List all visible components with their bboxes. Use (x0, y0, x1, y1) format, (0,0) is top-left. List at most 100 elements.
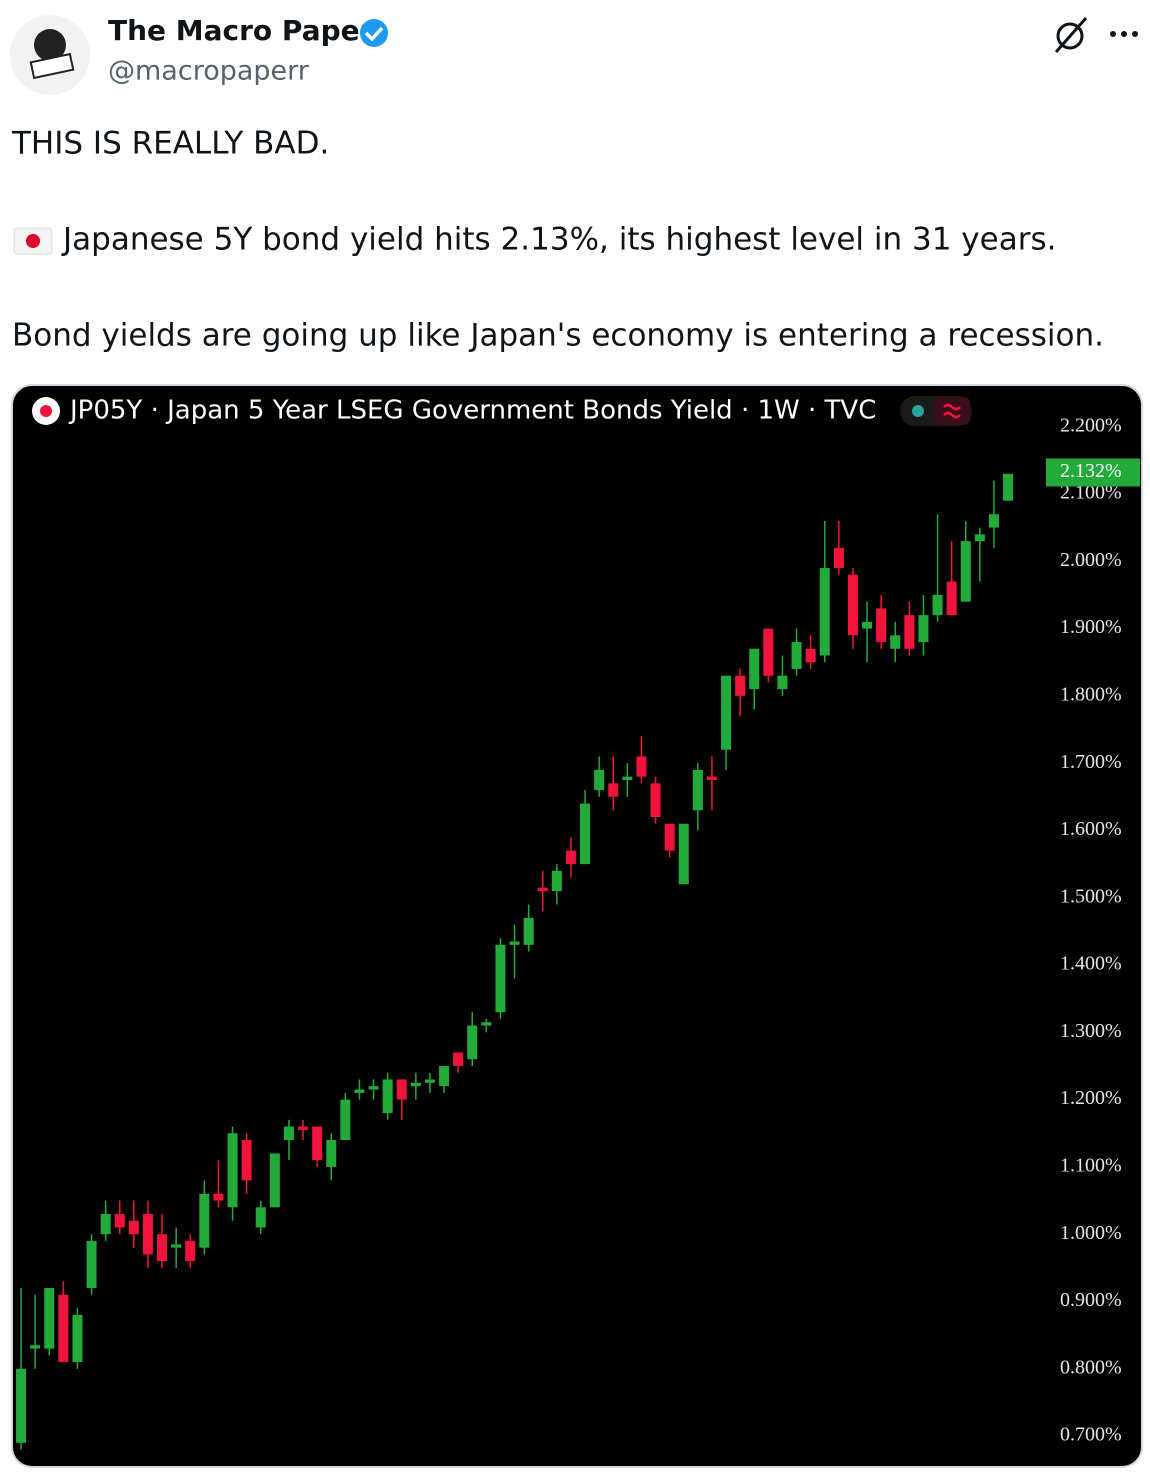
candle-body (424, 1079, 435, 1083)
tweet-text: Japanese 5Y bond yield hits 2.13%, its h… (61, 222, 1056, 258)
last-price-box (1046, 458, 1140, 487)
candle-body (185, 1240, 196, 1262)
candle-body (636, 756, 647, 777)
candle-body (946, 581, 957, 616)
candle-body (805, 648, 816, 663)
candle-body (650, 783, 661, 817)
flag-japan (13, 227, 53, 255)
chart-border (11, 384, 1143, 1468)
grok-icon[interactable] (1054, 17, 1088, 53)
tweet-text: Bond yields are going up like Japan's ec… (12, 318, 1104, 354)
candle-body (551, 870, 562, 892)
y-tick-label: 2.200% (1060, 414, 1122, 436)
candle-body (16, 1368, 27, 1443)
candle-body (255, 1207, 266, 1228)
candle-body (622, 776, 633, 780)
avatar-paper (29, 52, 75, 80)
verified-badge (360, 19, 388, 47)
candle-body (368, 1086, 379, 1090)
y-tick-label: 1.200% (1060, 1087, 1122, 1109)
candle-body (283, 1126, 294, 1140)
candle-body (72, 1314, 83, 1363)
chart: JP05Y · Japan 5 Year LSEG Government Bon… (16, 396, 1140, 1450)
status-wave-bg (934, 397, 970, 425)
candle-body (678, 823, 689, 885)
status-dot (912, 405, 924, 417)
candle-body (58, 1294, 69, 1363)
y-tick-label: 0.900% (1060, 1289, 1122, 1311)
candle-body (44, 1288, 55, 1349)
chart-title: JP05Y · Japan 5 Year LSEG Government Bon… (68, 396, 876, 426)
candle-body (509, 941, 520, 945)
last-price-label: 2.132% (1060, 460, 1122, 482)
y-tick-label: 2.100% (1060, 482, 1122, 504)
candle-body (128, 1220, 139, 1235)
avatar-globe (34, 29, 66, 61)
candle-body (495, 944, 506, 1013)
candle-body (312, 1126, 323, 1161)
candle-body (439, 1065, 450, 1087)
candle-body (565, 850, 576, 865)
candle-body (114, 1214, 125, 1228)
candle-body (960, 541, 971, 602)
y-tick-label: 1.900% (1060, 616, 1122, 638)
candle-body (467, 1025, 478, 1060)
candle-body (199, 1193, 210, 1248)
y-tick-label: 0.800% (1060, 1356, 1122, 1378)
candle-body (833, 547, 844, 569)
candle-body (974, 534, 985, 542)
candle-body (847, 574, 858, 636)
candle-body (918, 615, 929, 643)
y-tick-label: 1.800% (1060, 683, 1122, 705)
candle-body (340, 1099, 351, 1140)
tweet-text: THIS IS REALLY BAD. (11, 126, 329, 162)
candle-body (1003, 473, 1014, 501)
candle-body (594, 769, 605, 791)
author-name[interactable]: The Macro Paper (108, 14, 374, 47)
candle-body (706, 776, 717, 780)
author-handle[interactable]: @macropaperr (108, 56, 310, 87)
candle-body (988, 514, 999, 528)
y-tick-label: 1.700% (1060, 751, 1122, 773)
candle-body (396, 1079, 407, 1100)
candle-body (86, 1240, 97, 1289)
candle-body (721, 675, 732, 750)
y-tick-label: 0.700% (1060, 1424, 1122, 1446)
candle-body (523, 917, 534, 945)
more-icon[interactable] (1110, 31, 1138, 37)
y-tick-label: 1.000% (1060, 1222, 1122, 1244)
candle-body (142, 1214, 153, 1255)
candle-body (453, 1052, 464, 1066)
candle-body (890, 635, 901, 649)
candle-body (354, 1089, 365, 1093)
chart-background (12, 385, 1142, 1467)
status-wave (943, 403, 961, 419)
candle-body (580, 803, 591, 865)
candle-body (819, 568, 830, 656)
candle-body (876, 608, 887, 643)
candle-body (298, 1126, 309, 1130)
candle-body (213, 1193, 224, 1201)
candle-body (100, 1214, 111, 1235)
candle-body (608, 783, 619, 797)
chart-image[interactable]: JP05Y · Japan 5 Year LSEG Government Bon… (12, 385, 1142, 1467)
symbol-icon-dot (40, 405, 52, 417)
y-tick-label: 1.500% (1060, 885, 1122, 907)
candle-body (791, 642, 802, 669)
candle-body (777, 675, 788, 690)
candle-body (735, 675, 746, 696)
candle-body (227, 1133, 238, 1208)
y-tick-label: 1.600% (1060, 818, 1122, 840)
candle-body (241, 1139, 252, 1181)
y-tick-label: 2.000% (1060, 549, 1122, 571)
candle-body (932, 594, 943, 616)
candle-body (904, 615, 915, 649)
candle-body (481, 1022, 492, 1026)
y-tick-label: 1.100% (1060, 1155, 1122, 1177)
candle-body (382, 1079, 393, 1114)
candle-body (537, 887, 548, 892)
candle-body (171, 1244, 182, 1248)
candle-body (862, 621, 873, 629)
candle-body (326, 1139, 337, 1167)
y-tick-label: 1.400% (1060, 953, 1122, 975)
